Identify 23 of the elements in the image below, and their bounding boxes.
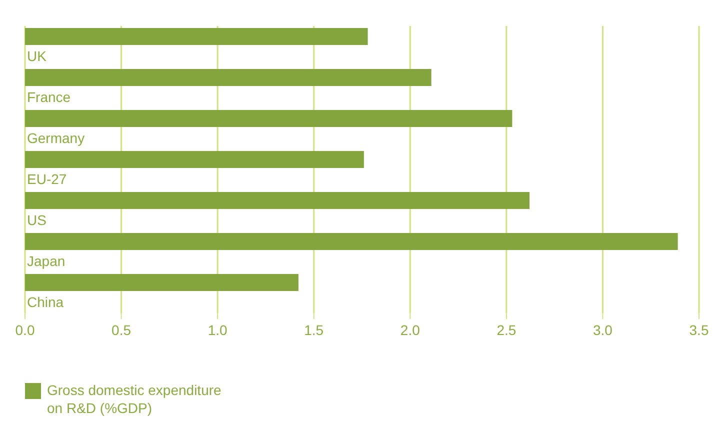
bar (25, 28, 368, 45)
y-tick-label: EU-27 (27, 171, 67, 187)
x-tick-label: 3.0 (592, 322, 613, 338)
x-tick-label: 2.5 (496, 322, 516, 338)
x-tick-label: 0.0 (15, 322, 35, 338)
y-tick-label: Japan (27, 253, 66, 269)
bar (25, 110, 512, 127)
y-tick-label: France (27, 89, 71, 105)
bar (25, 151, 364, 168)
x-tick-label: 0.5 (112, 322, 132, 338)
x-tick-label: 1.0 (208, 322, 228, 338)
y-tick-label: China (27, 294, 64, 310)
bar (25, 69, 432, 86)
y-tick-label: UK (27, 48, 48, 64)
bar (25, 274, 298, 291)
x-tick-label: 1.5 (304, 322, 324, 338)
y-tick-label: US (27, 212, 46, 228)
y-tick-label: Germany (27, 130, 85, 146)
bar (25, 192, 530, 209)
bar (25, 233, 678, 250)
x-tick-label: 2.0 (400, 322, 420, 338)
legend-label: Gross domestic expenditure on R&D (%GDP) (47, 381, 222, 417)
x-tick-label: 3.5 (689, 322, 709, 338)
